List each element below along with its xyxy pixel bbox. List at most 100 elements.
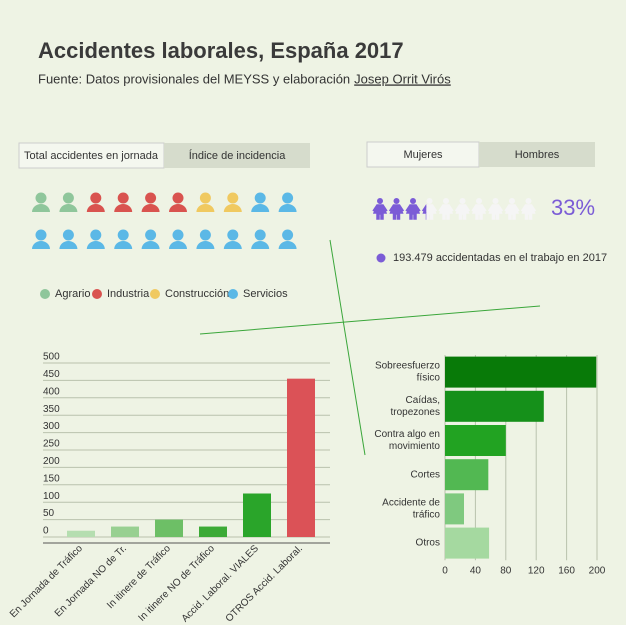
icon-body: [32, 204, 50, 212]
bar: [445, 493, 464, 525]
icon-body: [223, 204, 242, 212]
woman-icon: [372, 198, 388, 220]
pictogram-icon: [251, 192, 270, 212]
icon-head: [145, 229, 157, 241]
pictogram-icon: [59, 229, 78, 249]
x-tick-label: 80: [500, 566, 512, 577]
y-tick-label: 350: [43, 404, 60, 415]
pictogram-icon: [223, 192, 242, 212]
tab[interactable]: [479, 142, 595, 167]
legend-label: Industria: [107, 288, 150, 300]
icon-body: [438, 204, 454, 220]
icon-head: [117, 192, 129, 204]
y-tick-label: 450: [43, 369, 60, 380]
x-tick-label: 0: [442, 566, 448, 577]
bar: [243, 493, 271, 537]
pictogram-icon: [169, 229, 187, 249]
icon-head: [35, 229, 47, 241]
bar: [445, 459, 489, 491]
tab-label[interactable]: Total accidentes en jornada: [24, 150, 159, 162]
icon-head: [282, 229, 294, 241]
x-tick-label: OTROS Accid. Laboral.: [224, 543, 305, 624]
icon-body: [223, 241, 242, 249]
icon-body: [141, 204, 160, 212]
icon-head: [443, 198, 449, 204]
pictogram-icon: [86, 192, 105, 212]
pictogram-icon: [278, 192, 297, 212]
icon-body: [114, 241, 133, 249]
pictogram-icon: [278, 229, 297, 249]
x-tick-label: En Jornada de Tráfico: [8, 543, 85, 620]
decor-line: [329, 239, 366, 456]
icon-body: [278, 241, 297, 249]
y-tick-label: 50: [43, 508, 55, 519]
y-tick-label: tráfico: [413, 510, 441, 521]
tab[interactable]: [164, 143, 310, 168]
woman-icon: [520, 198, 537, 220]
icon-head: [227, 229, 239, 241]
y-tick-label: Caídas,: [406, 395, 440, 406]
x-tick-label: 120: [528, 566, 545, 577]
icon-head: [199, 192, 211, 204]
icon-body: [86, 204, 105, 212]
tab[interactable]: [18, 142, 165, 169]
note: 193.479 accidentadas en el trabajo en 20…: [393, 252, 607, 264]
tab-label[interactable]: Hombres: [515, 149, 560, 161]
icon-body: [32, 241, 50, 249]
icon-body: [86, 241, 105, 249]
legend-swatch: [228, 289, 238, 299]
y-tick-label: Contra algo en: [374, 429, 440, 440]
icon-body: [59, 204, 78, 212]
icon-body: [520, 204, 537, 220]
icon-head: [172, 192, 184, 204]
icon-body: [251, 240, 270, 249]
pictogram-icon: [141, 229, 160, 249]
subtitle: Fuente: Datos provisionales del MEYSS y …: [38, 71, 350, 86]
decor-line: [199, 305, 541, 335]
icon-head: [117, 229, 129, 241]
y-tick-label: 400: [43, 386, 60, 397]
bar: [155, 519, 183, 537]
icon-head: [492, 198, 499, 204]
icon-head: [90, 192, 102, 204]
pictogram-icon: [114, 192, 133, 212]
icon-head: [410, 198, 416, 204]
legend-swatch: [376, 253, 386, 263]
legend-label: Agrario: [55, 288, 90, 300]
y-tick-label: Cortes: [411, 469, 440, 480]
icon-head: [90, 229, 102, 241]
tab[interactable]: [366, 141, 480, 168]
woman-icon: [454, 198, 471, 220]
icon-head: [227, 192, 239, 204]
icon-body: [169, 204, 187, 212]
title: Accidentes laborales, España 2017: [38, 38, 404, 63]
icon-body: [504, 204, 520, 220]
y-tick-label: tropezones: [391, 407, 440, 418]
icon-head: [476, 198, 482, 204]
woman-icon: [405, 198, 421, 220]
legend-label: Construcción: [165, 288, 229, 300]
icon-head: [254, 192, 266, 204]
icon-body: [196, 241, 215, 249]
y-tick-label: Otros: [416, 538, 440, 549]
value-label: 33%: [551, 195, 595, 220]
tab-label[interactable]: Mujeres: [403, 149, 443, 161]
icon-head: [426, 198, 433, 204]
y-tick-label: 0: [43, 526, 49, 537]
icon-head: [199, 229, 211, 241]
y-tick-label: 100: [43, 491, 60, 502]
woman-icon: [421, 204, 427, 220]
pictogram-icon: [223, 229, 242, 249]
icon-head: [282, 192, 294, 204]
legend-label: Servicios: [243, 288, 288, 300]
pictogram-icon: [32, 192, 50, 212]
icon-body: [405, 204, 421, 220]
tab-label[interactable]: Índice de incidencia: [189, 149, 287, 162]
icon-head: [254, 229, 266, 241]
pictogram-icon: [114, 229, 133, 249]
author-link[interactable]: Josep Orrit Virós: [354, 71, 451, 86]
x-tick-label: En Jornada NO de Tr.: [53, 543, 129, 619]
icon-body: [372, 204, 388, 220]
y-tick-label: 200: [43, 456, 60, 467]
icon-head: [459, 198, 466, 204]
